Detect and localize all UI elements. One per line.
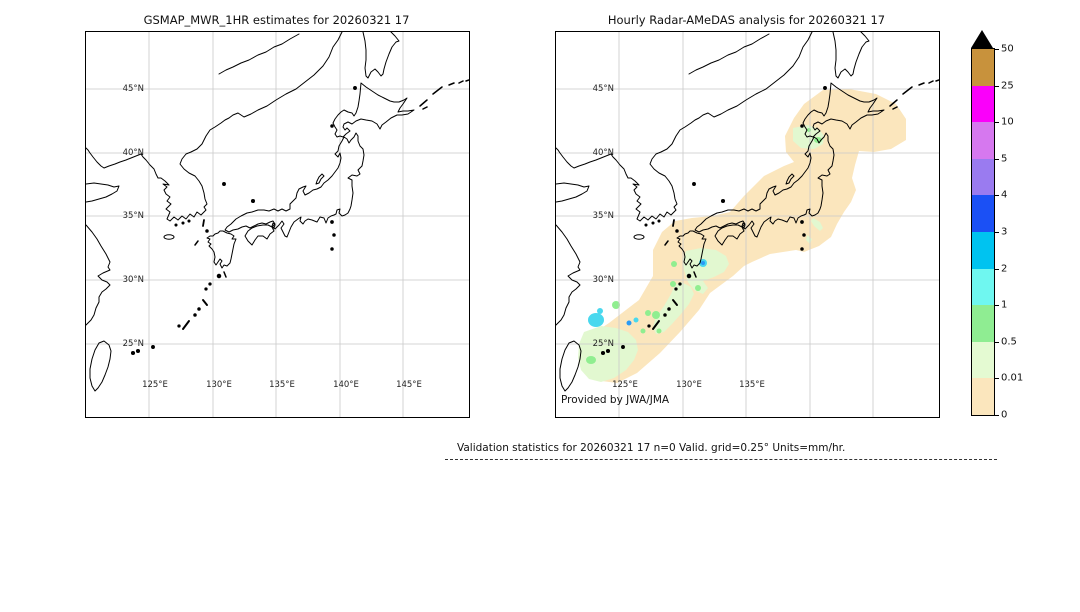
colorbar-segment	[972, 122, 994, 159]
colorbar-tick-label: 25	[1001, 80, 1014, 92]
colorbar: 50 25 10 5 4 3 2 1 0.5 0.01 0	[971, 30, 1080, 421]
lat-tick-label: 30°N	[592, 275, 614, 285]
colorbar-tick	[995, 305, 999, 307]
lon-tick-label: 135°E	[739, 380, 765, 390]
lon-tick-label: 145°E	[396, 380, 422, 390]
lon-tick-label: 140°E	[333, 380, 359, 390]
colorbar-tick-label: 0	[1001, 409, 1008, 421]
colorbar-tick-label: 1	[1001, 299, 1008, 311]
lat-tick-label: 45°N	[592, 84, 614, 94]
precip-strong-cells	[588, 259, 707, 327]
lon-tick-label: 135°E	[269, 380, 295, 390]
lat-tick-label: 40°N	[592, 148, 614, 158]
colorbar-segment	[972, 85, 994, 123]
colorbar-segment	[972, 195, 994, 232]
right-panel-title: Hourly Radar-AMeDAS analysis for 2026032…	[607, 13, 886, 27]
colorbar-tick-label: 4	[1001, 189, 1008, 201]
left-map-panel: 45°N 40°N 35°N 30°N 25°N 125°E 130°E 135°E 140°E…	[85, 31, 470, 418]
colorbar-bar	[971, 48, 995, 416]
right-map-svg	[556, 32, 939, 417]
colorbar-tick-label: 5	[1001, 153, 1008, 165]
colorbar-tick-label: 50	[1001, 43, 1014, 55]
lat-tick-label: 25°N	[122, 339, 144, 349]
left-panel-title: GSMAP_MWR_1HR estimates for 20260321 17	[143, 13, 410, 27]
colorbar-tick	[995, 378, 999, 380]
colorbar-tick	[995, 85, 999, 87]
colorbar-tick-label: 0.5	[1001, 336, 1017, 348]
colorbar-segment	[972, 305, 994, 342]
lat-tick-label: 45°N	[122, 84, 144, 94]
colorbar-tick-label: 3	[1001, 226, 1008, 238]
colorbar-segment	[972, 268, 994, 306]
precip-light-patches	[578, 125, 824, 382]
colorbar-tick-label: 2	[1001, 263, 1008, 275]
colorbar-overflow-arrow	[971, 30, 993, 48]
precip-intense-cells	[626, 261, 705, 326]
colorbar-tick	[995, 158, 999, 160]
credit-text: Provided by JWA/JMA	[561, 394, 670, 406]
colorbar-tick	[995, 49, 999, 50]
colorbar-tick	[995, 195, 999, 197]
lon-tick-label: 125°E	[142, 380, 168, 390]
colorbar-segment	[972, 158, 994, 196]
lon-tick-label: 130°E	[206, 380, 232, 390]
colorbar-tick	[995, 268, 999, 270]
dashed-rule	[445, 459, 997, 460]
precip-moderate-cells	[586, 128, 822, 364]
lat-tick-label: 35°N	[592, 211, 614, 221]
colorbar-tick	[995, 232, 999, 233]
precip-shading	[578, 89, 906, 383]
colorbar-tick-label: 0.01	[1001, 372, 1024, 384]
lat-tick-label: 25°N	[592, 339, 614, 349]
lat-tick-label: 40°N	[122, 148, 144, 158]
lon-tick-label: 125°E	[612, 380, 638, 390]
lat-tick-label: 30°N	[122, 275, 144, 285]
colorbar-tick-label: 10	[1001, 116, 1014, 128]
colorbar-segment	[972, 378, 994, 415]
lat-tick-label: 35°N	[122, 211, 144, 221]
colorbar-segment	[972, 231, 994, 269]
colorbar-segment	[972, 49, 994, 86]
lon-tick-label: 130°E	[676, 380, 702, 390]
colorbar-tick	[995, 122, 999, 124]
colorbar-segment	[972, 341, 994, 379]
colorbar-tick	[995, 341, 999, 343]
colorbar-tick	[995, 415, 999, 416]
validation-caption: Validation statistics for 20260321 17 n=…	[457, 442, 846, 454]
right-map-panel: 45°N 40°N 35°N 30°N 25°N 125°E 130°E 135°E Prov…	[555, 31, 940, 418]
